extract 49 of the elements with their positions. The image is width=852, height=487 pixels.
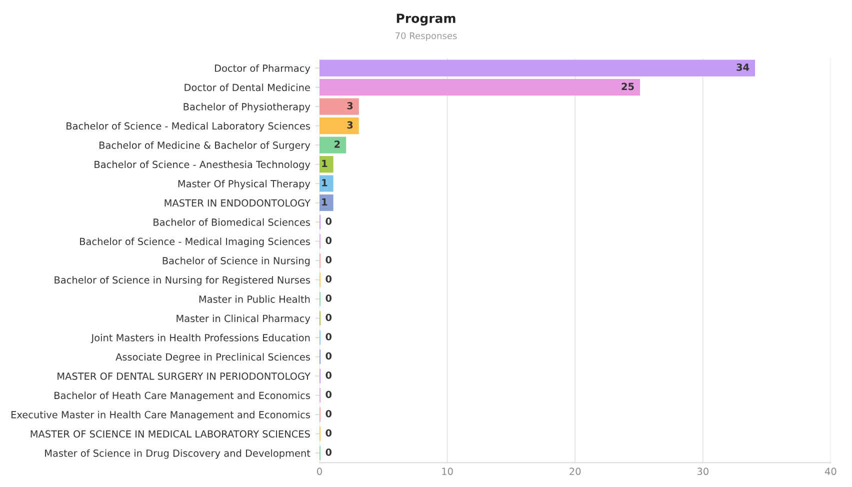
- data-label: 25: [622, 82, 634, 90]
- y-tick-label: Executive Master in Health Care Management and Economics: [12, 410, 310, 420]
- y-tick-label: Bachelor of Science - Medical Laboratory Sciences: [66, 122, 310, 132]
- y-tick-label: Master in Public Health: [199, 295, 310, 303]
- data-label: 1: [322, 160, 328, 167]
- data-label: 0: [326, 333, 332, 340]
- x-tick-label: 30: [697, 468, 708, 476]
- data-label: 2: [334, 140, 340, 148]
- data-label: 0: [326, 429, 332, 437]
- y-tick-label: Doctor of Dental Medicine: [184, 84, 310, 92]
- data-label: 0: [326, 236, 332, 244]
- y-tick-label: MASTER OF SCIENCE IN MEDICAL LABORATORY SCIENCES: [30, 430, 310, 438]
- data-label: 0: [326, 390, 332, 398]
- y-tick-label: Master in Clinical Pharmacy: [176, 314, 310, 324]
- y-tick-label: Bachelor of Science in Nursing for Registered Nurses: [54, 276, 310, 286]
- y-tick-label: MASTER IN ENDODONTOLOGY: [164, 199, 310, 207]
- data-label: 0: [326, 275, 332, 283]
- data-label: 0: [326, 256, 332, 264]
- data-label: 0: [326, 314, 332, 322]
- y-tick-label: Bachelor of Science - Medical Imaging Sciences: [80, 238, 310, 248]
- data-label: 0: [326, 372, 332, 379]
- y-tick-label: Associate Degree in Preclinical Sciences: [116, 353, 310, 362]
- y-tick-label: Doctor of Pharmacy: [215, 64, 310, 74]
- data-label: 1: [322, 198, 328, 206]
- y-tick-label: Bachelor of Physiotherapy: [184, 102, 310, 112]
- data-label: 0: [326, 448, 332, 456]
- data-label: 0: [326, 218, 332, 225]
- x-tick-label: 40: [824, 468, 836, 476]
- data-label: 3: [347, 121, 353, 129]
- data-label: 34: [736, 64, 750, 71]
- data-label: 0: [326, 294, 332, 302]
- chart-subtitle: 70 Responses: [396, 32, 457, 41]
- data-label: 1: [322, 179, 328, 186]
- x-tick-label: 10: [442, 468, 453, 476]
- y-tick-label: Bachelor of Heath Care Management and Economics: [54, 392, 310, 401]
- data-label: 0: [326, 410, 332, 418]
- y-tick-label: Bachelor of Science - Anesthesia Technology: [94, 160, 310, 170]
- y-tick-label: Master of Science in Drug Discovery and Development: [45, 449, 310, 459]
- y-tick-label: MASTER OF DENTAL SURGERY IN PERIODONTOLOGY: [58, 372, 310, 380]
- y-tick-label: Bachelor of Science in Nursing: [162, 256, 310, 266]
- x-tick-label: 20: [570, 468, 581, 476]
- data-label: 0: [326, 352, 332, 360]
- x-tick-label: 0: [317, 468, 322, 476]
- y-tick-label: Bachelor of Medicine & Bachelor of Surgery: [100, 141, 310, 151]
- data-label: 3: [347, 102, 353, 110]
- y-tick-label: Bachelor of Biomedical Sciences: [154, 218, 310, 226]
- y-tick-label: Joint Masters in Health Professions Education: [90, 334, 310, 344]
- chart-title: Program: [396, 14, 456, 26]
- y-tick-label: Master Of Physical Therapy: [178, 180, 310, 190]
